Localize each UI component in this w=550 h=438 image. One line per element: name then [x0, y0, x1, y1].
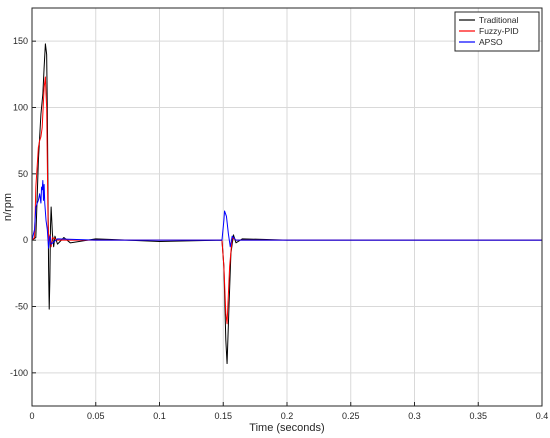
y-tick-label: 150 [13, 36, 28, 46]
x-ticks: 0 0.05 0.1 0.15 0.2 0.25 0.3 0.35 0.4 [29, 402, 548, 421]
x-tick-label: 0.15 [214, 411, 232, 421]
x-tick-label: 0 [29, 411, 34, 421]
x-tick-label: 0.1 [153, 411, 166, 421]
x-axis-label: Time (seconds) [249, 422, 324, 434]
legend-label: Fuzzy-PID [479, 26, 519, 36]
y-tick-label: -100 [10, 368, 28, 378]
x-tick-label: 0.25 [342, 411, 360, 421]
legend-label: APSO [479, 37, 503, 47]
x-tick-label: 0.35 [469, 411, 487, 421]
x-tick-label: 0.3 [408, 411, 421, 421]
x-tick-label: 0.2 [281, 411, 294, 421]
series-line-apso [32, 179, 542, 249]
x-tick-label: 0.4 [536, 411, 549, 421]
y-ticks: -100 -50 0 50 100 150 [10, 36, 36, 378]
y-tick-label: 50 [18, 169, 28, 179]
y-tick-label: 100 [13, 103, 28, 113]
legend-label: Traditional [479, 15, 518, 25]
y-tick-label: 0 [23, 235, 28, 245]
x-tick-label: 0.05 [87, 411, 105, 421]
series-lines [32, 43, 542, 365]
y-axis-label: n/rpm [2, 193, 14, 221]
y-tick-label: -50 [15, 302, 28, 312]
